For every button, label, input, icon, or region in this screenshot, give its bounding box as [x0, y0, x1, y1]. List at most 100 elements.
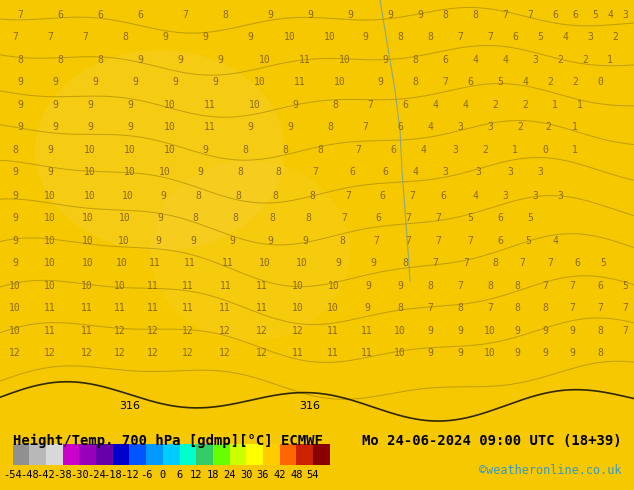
Bar — [79, 444, 96, 465]
Text: 12: 12 — [219, 326, 231, 336]
Text: 9: 9 — [52, 77, 58, 87]
Text: 9: 9 — [292, 100, 298, 110]
Text: 4: 4 — [420, 146, 426, 155]
Text: 2: 2 — [522, 100, 528, 110]
Text: 4: 4 — [412, 168, 418, 177]
Text: 9: 9 — [202, 146, 208, 155]
Text: 7: 7 — [542, 281, 548, 291]
Text: 9: 9 — [514, 326, 520, 336]
Text: 4: 4 — [462, 100, 468, 110]
Text: 7: 7 — [373, 236, 379, 245]
Text: 8: 8 — [57, 55, 63, 65]
Text: 9: 9 — [247, 122, 253, 132]
Text: 11: 11 — [182, 281, 194, 291]
Text: 42: 42 — [273, 470, 286, 480]
Text: 11: 11 — [361, 348, 373, 358]
Text: 12: 12 — [114, 326, 126, 336]
Text: 9: 9 — [370, 258, 376, 268]
Text: 5: 5 — [467, 213, 473, 222]
Text: 1: 1 — [572, 122, 578, 132]
Text: 6: 6 — [402, 100, 408, 110]
Text: 10: 10 — [292, 281, 304, 291]
Text: 10: 10 — [81, 281, 93, 291]
Bar — [280, 444, 296, 465]
Text: 9: 9 — [155, 236, 161, 245]
Text: 9: 9 — [457, 348, 463, 358]
Text: 6: 6 — [375, 213, 381, 222]
Text: 10: 10 — [254, 77, 266, 87]
Text: 10: 10 — [114, 281, 126, 291]
Text: 6: 6 — [97, 10, 103, 20]
Text: 10: 10 — [249, 100, 261, 110]
Text: 0: 0 — [542, 146, 548, 155]
Text: 7: 7 — [82, 32, 88, 42]
Ellipse shape — [35, 50, 285, 251]
Text: 8: 8 — [272, 191, 278, 200]
Text: 8: 8 — [235, 191, 241, 200]
Text: 10: 10 — [124, 168, 136, 177]
Text: 9: 9 — [387, 10, 393, 20]
Text: 1: 1 — [512, 146, 518, 155]
Text: 3: 3 — [502, 191, 508, 200]
Ellipse shape — [150, 160, 350, 341]
Text: 10: 10 — [119, 213, 131, 222]
Text: 10: 10 — [296, 258, 308, 268]
Text: 6: 6 — [57, 10, 63, 20]
Text: 10: 10 — [9, 281, 21, 291]
Text: 9: 9 — [87, 122, 93, 132]
Text: 5: 5 — [537, 32, 543, 42]
Text: 54: 54 — [307, 470, 320, 480]
Text: 12: 12 — [219, 348, 231, 358]
Text: 9: 9 — [267, 10, 273, 20]
Text: 9: 9 — [362, 32, 368, 42]
Text: 48: 48 — [290, 470, 302, 480]
Text: 10: 10 — [84, 168, 96, 177]
Text: 9: 9 — [172, 77, 178, 87]
Text: 12: 12 — [147, 348, 159, 358]
Text: 2: 2 — [482, 146, 488, 155]
Text: 10: 10 — [44, 281, 56, 291]
Text: 7: 7 — [355, 146, 361, 155]
Text: -54: -54 — [3, 470, 22, 480]
Text: 6: 6 — [512, 32, 518, 42]
Text: 2: 2 — [557, 55, 563, 65]
Text: 11: 11 — [147, 281, 159, 291]
Bar — [29, 444, 46, 465]
Bar — [113, 444, 129, 465]
Text: -38: -38 — [53, 470, 72, 480]
Text: 7: 7 — [345, 191, 351, 200]
Text: 9: 9 — [127, 122, 133, 132]
Text: 4: 4 — [552, 236, 558, 245]
Text: 7: 7 — [405, 213, 411, 222]
Text: -48: -48 — [20, 470, 39, 480]
Text: 7: 7 — [457, 32, 463, 42]
Text: 1: 1 — [572, 146, 578, 155]
Text: 11: 11 — [294, 77, 306, 87]
Text: 1: 1 — [577, 100, 583, 110]
Text: 9: 9 — [92, 77, 98, 87]
Text: 9: 9 — [514, 348, 520, 358]
Text: 11: 11 — [327, 348, 339, 358]
Text: -6: -6 — [140, 470, 152, 480]
Bar — [13, 444, 29, 465]
Text: 10: 10 — [324, 32, 336, 42]
Text: 7: 7 — [442, 77, 448, 87]
Text: 10: 10 — [292, 303, 304, 313]
Text: 5: 5 — [592, 10, 598, 20]
Text: 9: 9 — [217, 55, 223, 65]
Text: 10: 10 — [484, 326, 496, 336]
Text: 9: 9 — [190, 236, 196, 245]
Text: 2: 2 — [517, 122, 523, 132]
Text: 9: 9 — [457, 326, 463, 336]
Text: 11: 11 — [292, 348, 304, 358]
Text: 10: 10 — [394, 326, 406, 336]
Text: 10: 10 — [9, 303, 21, 313]
Text: 2: 2 — [492, 100, 498, 110]
Text: 10: 10 — [284, 32, 296, 42]
Text: 4: 4 — [607, 10, 613, 20]
Text: 9: 9 — [12, 213, 18, 222]
Text: 1: 1 — [607, 55, 613, 65]
Text: 4: 4 — [472, 191, 478, 200]
Text: 9: 9 — [162, 32, 168, 42]
Text: 8: 8 — [427, 32, 433, 42]
